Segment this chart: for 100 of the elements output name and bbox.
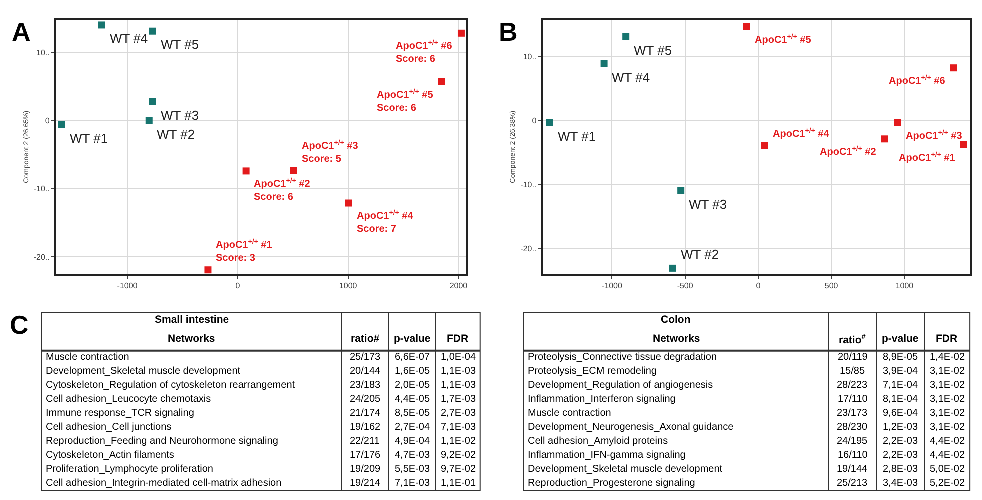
text: 2,7E-03 [441,408,476,419]
annotation: ApoC1$^{+/+}$ #6 [889,74,946,88]
text: 4,4E-02 [930,450,966,461]
text: 28/230 [837,422,868,433]
text: 9,7E-02 [441,464,476,475]
text: Development_Neurogenesis_Axonal guidance [528,422,734,433]
text: 1,1E-03 [441,366,476,377]
text: Inflammation_IFN-gamma signaling [528,450,686,461]
x-tick-label: 500 [824,282,839,291]
x-tick-label: -1000 [602,282,623,291]
annotation: ApoC1$^{+/+}$ #4 [773,127,830,140]
point [950,64,958,72]
text: 3,1E-02 [930,380,966,391]
annotation: WT #3 [161,108,200,123]
text: 19/144 [837,464,868,475]
text: 7,1E-03 [441,422,476,433]
text: 1,1E-01 [441,478,476,489]
annotation: ApoC1$^{+/+}$ #6 Score: 6 [396,39,453,66]
text: 19/209 [350,464,382,475]
y-tick-label: 0 [532,116,538,126]
chart-title: A [12,17,31,47]
annotation: ApoC1$^{+/+}$ #1 Score: 3 [216,238,273,264]
point [204,266,212,274]
x-tick-label: -500 [677,282,694,291]
text: Cell adhesion_Leucocyte chemotaxis [46,394,212,405]
category-label: p-value [394,333,431,345]
point [438,78,445,86]
x-tick-label: 0 [756,282,762,291]
text: Inflammation_Interferon signaling [528,394,676,405]
annotation: WT #3 [689,197,728,212]
text: 6,6E-07 [395,352,430,363]
y-tick-label: 0 [45,116,50,126]
point [242,168,250,175]
text: 1,1E-03 [441,380,476,391]
y-tick-label: 10.. [523,52,537,62]
text: 23/173 [837,408,868,419]
text: Small intestine [155,314,230,326]
text: 5,2E-02 [930,478,966,489]
category-label: ratio$^{#}$ [839,332,866,346]
text: 8,5E-05 [395,408,430,419]
text: 3,1E-02 [930,422,966,433]
text: Colon [661,314,691,326]
text: Development_Skeletal muscle development [46,366,241,377]
text: 1,2E-03 [883,422,918,433]
text: Muscle contraction [46,352,130,363]
text: 4,4E-05 [395,394,430,405]
x-tick-label: 0 [236,282,241,291]
text: 3,9E-04 [883,366,918,377]
text: 3,4E-03 [883,478,918,489]
annotation: ApoC1$^{+/+}$ #3 [906,129,963,142]
point [622,33,630,40]
y-tick-label: -10.. [520,180,537,190]
text: 15/85 [840,366,866,377]
point [290,167,298,174]
category-label: FDR [936,333,958,345]
text: 1,0E-04 [441,352,476,363]
text: Proteolysis_Connective tissue degradation [528,352,717,363]
point [546,119,554,126]
text: 23/183 [350,380,382,391]
category-label: Networks [653,333,700,345]
text: Cytoskeleton_Regulation of cytoskeleton rearrangement [46,380,296,391]
text: 2,7E-04 [395,422,430,433]
text: 2,8E-03 [883,464,918,475]
point [458,30,465,37]
text: 4,4E-02 [930,436,966,447]
category-label: p-value [882,333,919,345]
text: Development_Regulation of angiogenesis [528,380,714,391]
text: Cytoskeleton_Actin filaments [46,450,174,461]
annotation: ApoC1$^{+/+}$ #2 [820,145,877,158]
text: Muscle contraction [528,408,612,419]
annotation: WT #2 [157,127,196,142]
text: 1,7E-03 [441,394,476,405]
text: 5,0E-02 [930,464,966,475]
text: 16/110 [838,450,868,461]
text: 4,7E-03 [395,450,430,461]
text: 8,9E-05 [883,352,918,363]
category-label: FDR [447,333,469,345]
text: 25/173 [350,352,382,363]
text: 5,5E-03 [395,464,430,475]
annotation: ApoC1$^{+/+}$ #3 Score: 5 [302,139,359,166]
text: 2,0E-05 [395,380,430,391]
text: Reproduction_Feeding and Neurohormone signaling [46,436,278,447]
point [678,187,685,194]
point [743,23,750,30]
point [669,264,676,272]
x-tick-label: -1000 [117,282,138,291]
annotation: ApoC1$^{+/+}$ #2 Score: 6 [254,177,311,204]
point [881,136,888,143]
annotation: WT #1 [558,129,596,144]
text: 19/162 [350,422,382,433]
x-tick-label: 2000 [450,282,468,291]
point [146,117,153,124]
point [149,28,156,35]
text: 3,1E-02 [930,394,966,405]
text: 7,1E-03 [395,478,430,489]
point [761,142,768,150]
annotation: WT #4 [612,70,650,85]
annotation: ApoC1$^{+/+}$ #5 Score: 6 [377,88,434,114]
y-tick-label: 10.. [36,48,50,58]
text: Proliferation_Lymphocyte proliferation [46,464,214,475]
